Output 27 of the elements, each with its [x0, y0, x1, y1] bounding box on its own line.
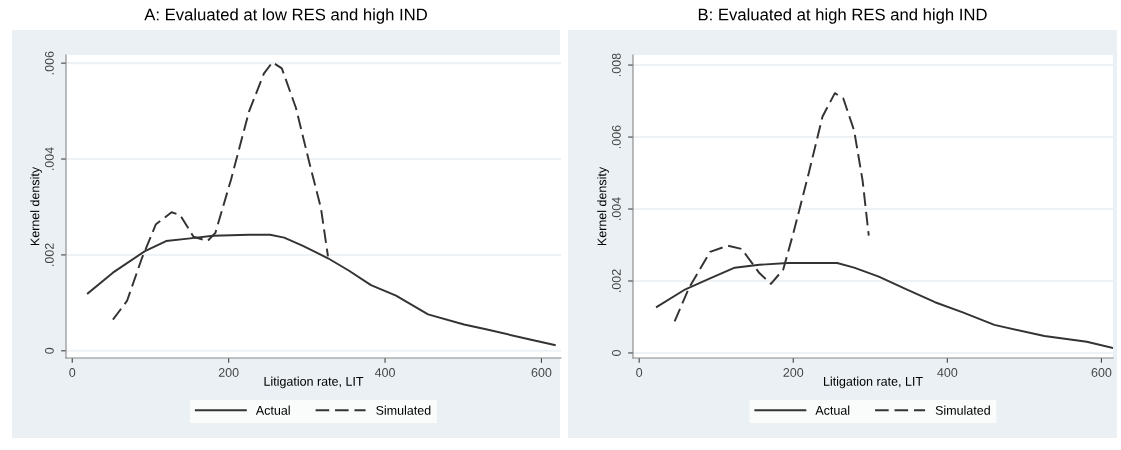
- legend-label: Simulated: [376, 405, 431, 415]
- legend-label: Actual: [815, 405, 850, 415]
- y-tick-label: .002: [44, 243, 54, 266]
- chart-title: B: Evaluated at high RES and high IND: [698, 8, 987, 24]
- legend-label: Actual: [255, 405, 290, 415]
- x-tick-label: 200: [218, 368, 239, 377]
- x-tick-label: 600: [1091, 368, 1112, 377]
- x-axis-title: Litigation rate, LIT: [264, 376, 364, 389]
- x-tick-label: 0: [636, 368, 643, 377]
- y-tick-label: .008: [611, 53, 621, 77]
- x-tick-label: 0: [69, 368, 76, 377]
- y-tick-label: .004: [611, 197, 621, 221]
- y-tick-label: .004: [44, 147, 54, 171]
- x-tick-label: 200: [783, 368, 804, 377]
- x-tick-label: 400: [374, 368, 395, 377]
- y-tick-label: .006: [611, 125, 621, 149]
- x-tick-label: 400: [937, 368, 958, 377]
- legend-label: Simulated: [935, 405, 990, 415]
- x-axis-title: Litigation rate, LIT: [824, 376, 923, 389]
- y-tick-label: .002: [611, 269, 621, 293]
- y-tick-label: 0: [611, 349, 621, 356]
- x-tick-label: 600: [531, 368, 552, 377]
- y-axis-title: Kernel density: [30, 166, 42, 246]
- y-tick-label: .006: [44, 51, 54, 75]
- y-tick-label: 0: [44, 347, 54, 354]
- y-axis-title: Kernel density: [597, 166, 609, 246]
- chart-title: A: Evaluated at low RES and high IND: [144, 8, 427, 24]
